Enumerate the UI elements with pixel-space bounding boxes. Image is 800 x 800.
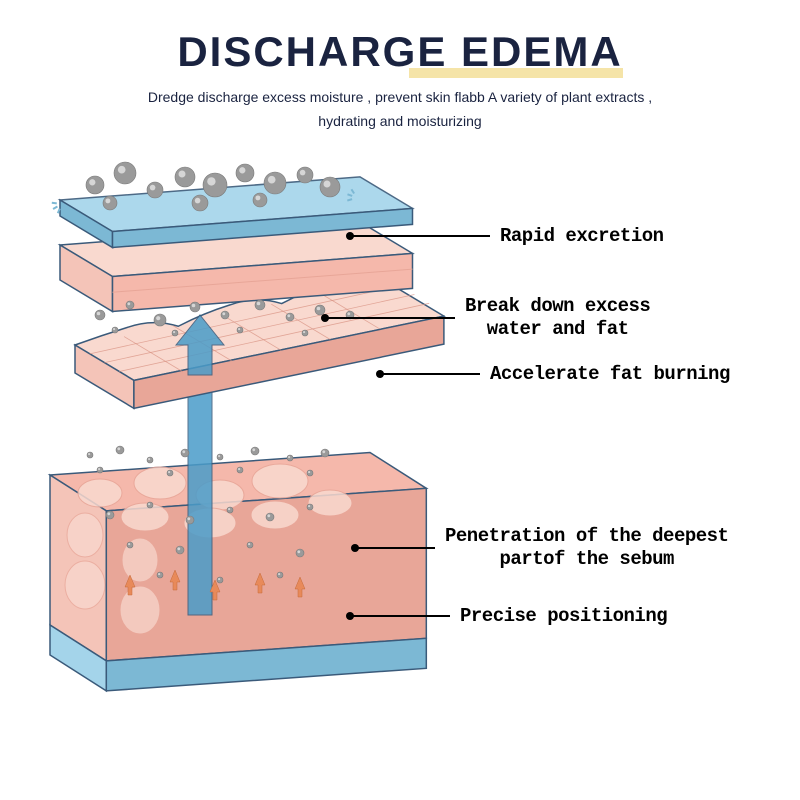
skin-layers-diagram — [0, 155, 800, 795]
subtitle: Dredge discharge excess moisture , preve… — [0, 86, 800, 134]
diagram-label-1: Break down excesswater and fat — [465, 295, 650, 341]
diagram-label-3: Penetration of the deepestpartof the seb… — [445, 525, 728, 571]
main-title: DISCHARGE EDEMA — [177, 28, 622, 76]
leader-line-4 — [350, 615, 450, 617]
leader-line-3 — [355, 547, 435, 549]
leader-line-0 — [350, 235, 490, 237]
diagram-area: Rapid excretion Break down excesswater an… — [0, 155, 800, 795]
subtitle-line-2: hydrating and moisturizing — [318, 113, 481, 129]
subtitle-line-1: Dredge discharge excess moisture , preve… — [148, 89, 652, 105]
diagram-label-4: Precise positioning — [460, 605, 667, 628]
leader-line-1 — [325, 317, 455, 319]
diagram-label-0: Rapid excretion — [500, 225, 664, 248]
leader-line-2 — [380, 373, 480, 375]
diagram-label-2: Accelerate fat burning — [490, 363, 730, 386]
header: DISCHARGE EDEMA Dredge discharge excess … — [0, 0, 800, 134]
